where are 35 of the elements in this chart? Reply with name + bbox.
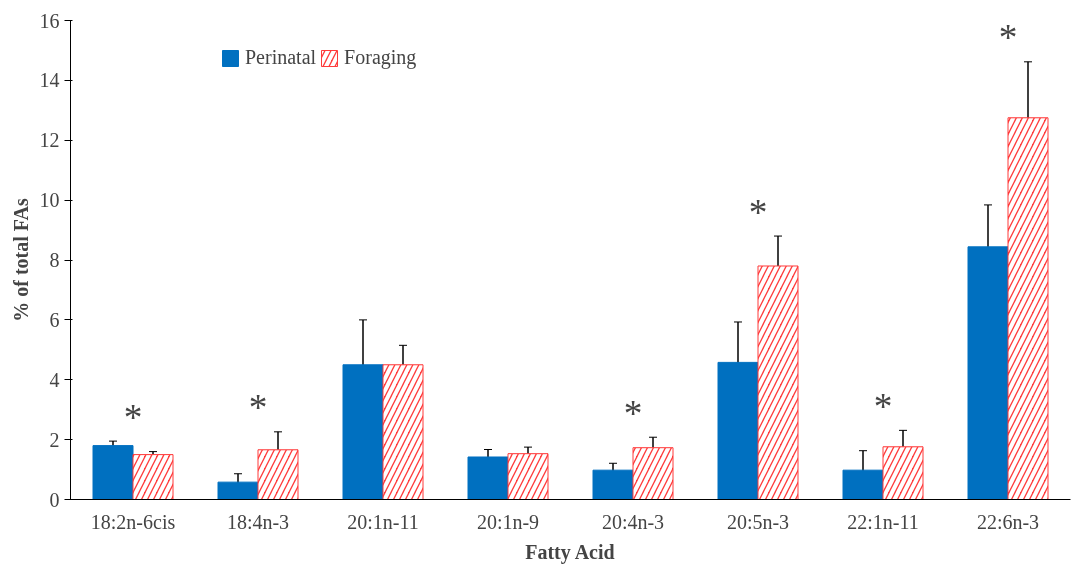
x-tick-label: 20:5n-3 [726,510,790,533]
annotation: * [248,387,268,429]
x-tick-label: 18:2n-6cis [90,510,176,533]
bar [92,445,134,500]
y-tick-label: 0 [49,488,60,511]
annotation: * [748,191,768,233]
legend-label: Foraging [344,46,417,69]
bar [717,361,759,500]
y-axis-title: % of total FAs [9,198,32,322]
y-tick-label: 16 [39,9,60,32]
x-tick-label: 20:1n-11 [347,510,419,533]
annotation: * [873,385,893,427]
bar [217,481,259,500]
y-tick-label: 12 [39,129,60,152]
y-tick-label: 10 [39,189,60,212]
bar [592,469,634,500]
x-tick-label: 20:1n-9 [476,510,540,533]
bar [967,246,1009,500]
y-tick-label: 4 [49,368,60,391]
x-tick-label: 22:6n-3 [976,510,1040,533]
annotation: * [623,392,643,434]
bar [467,456,509,500]
x-axis-title: Fatty Acid [525,540,615,564]
annotation: * [123,396,143,438]
y-tick-label: 8 [49,249,60,271]
y-tick-label: 6 [49,308,60,331]
bar [342,364,384,500]
x-tick-label: 20:4n-3 [601,510,665,533]
annotation: * [998,17,1018,59]
x-tick-label: 18:4n-3 [226,510,290,533]
y-tick-label: 2 [49,428,60,451]
bar [842,469,884,500]
legend-label: Perinatal [245,46,317,69]
y-tick-label: 14 [39,69,60,92]
x-tick-label: 22:1n-11 [847,510,919,533]
